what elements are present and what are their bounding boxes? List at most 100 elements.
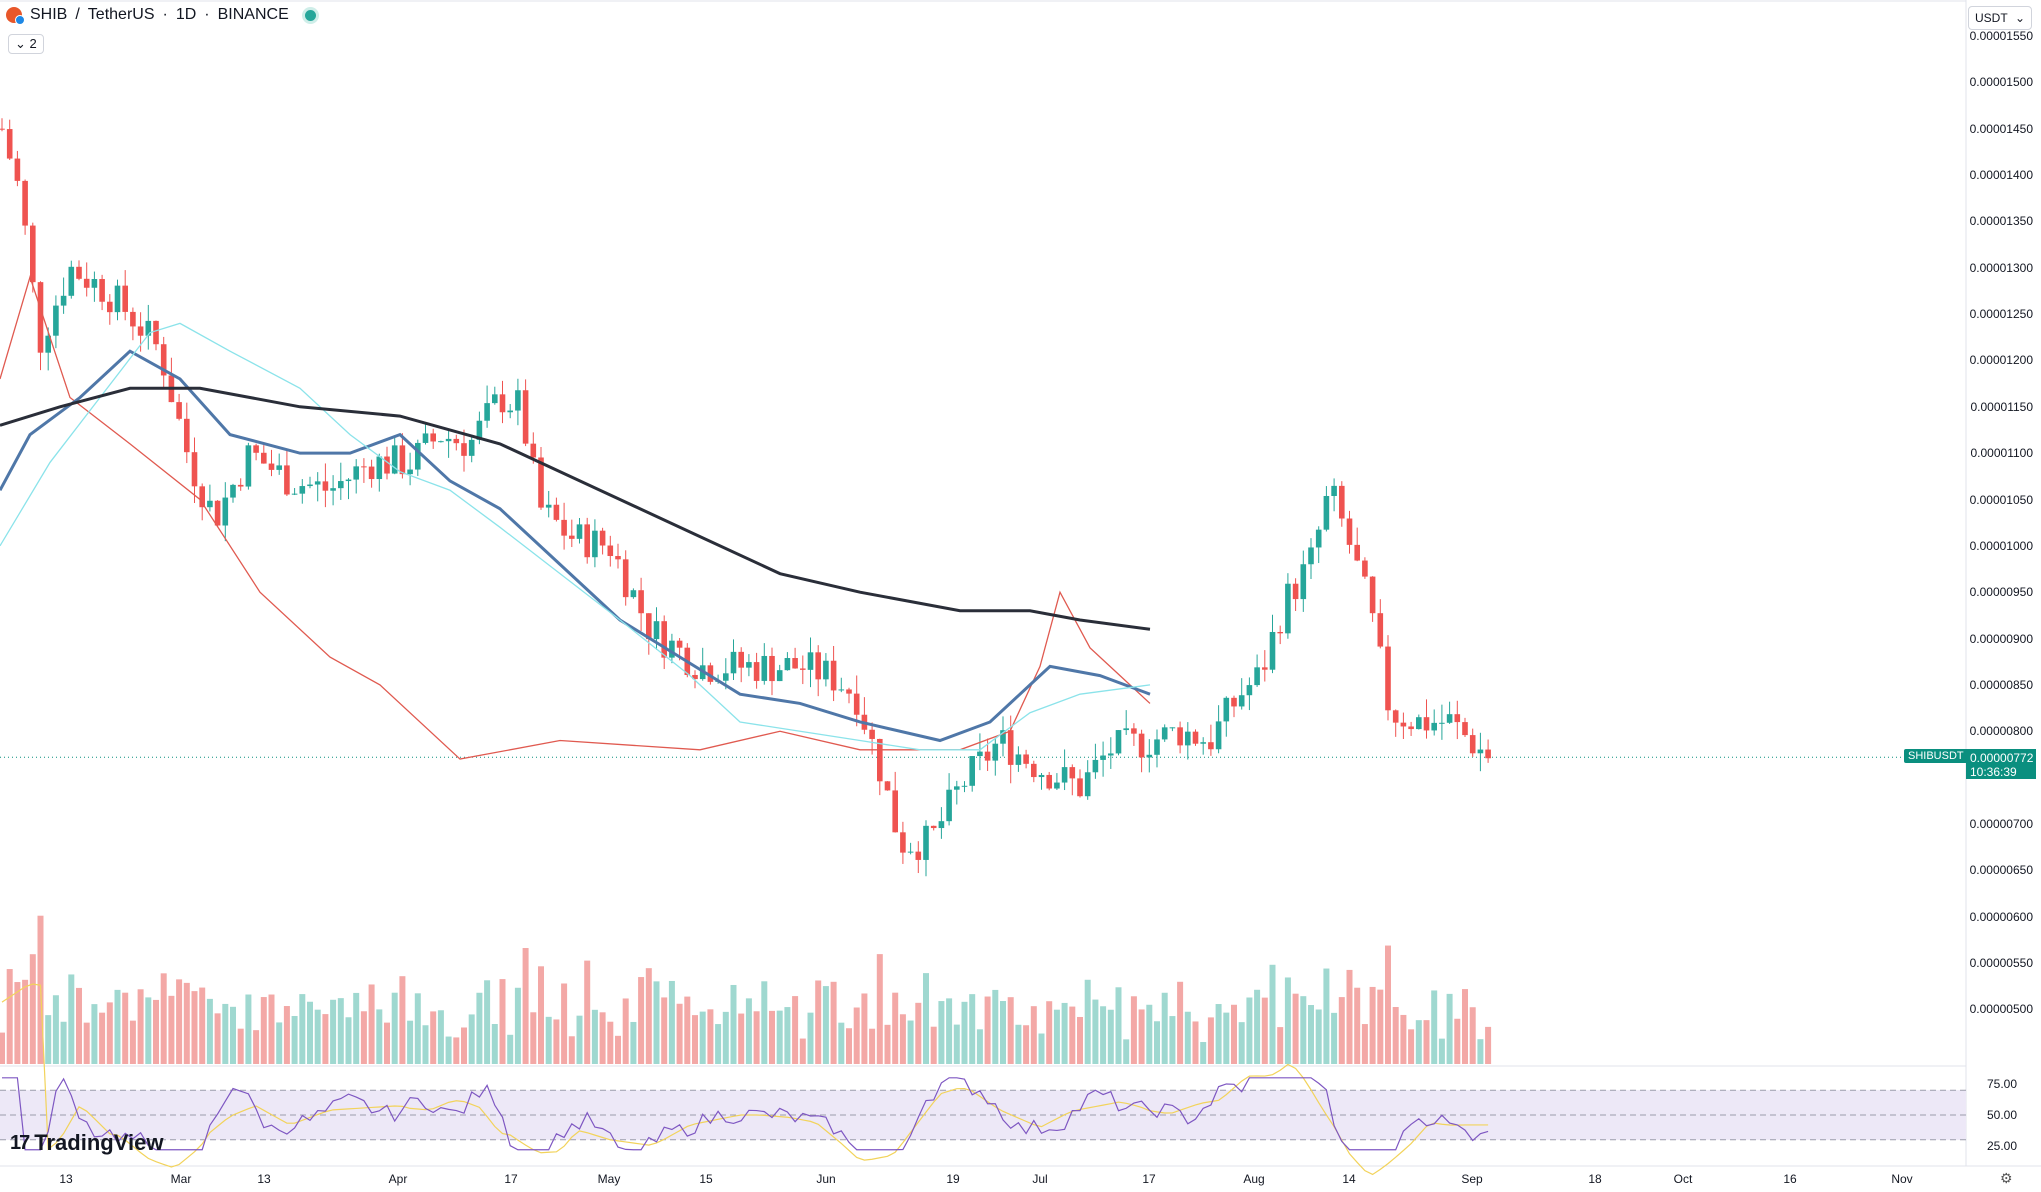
volume-bar [6, 969, 13, 1064]
volume-bar [168, 995, 175, 1064]
tradingview-logo[interactable]: 17 TradingView [10, 1130, 163, 1156]
price-tick-label: 0.00001300 [1969, 260, 2033, 275]
time-axis[interactable]: 13 Mar 13 Apr 17 May 15 Jun 19 Jul 17 Aug 14 Sep 18 Oct… [0, 1166, 2041, 1192]
candle-body [1408, 726, 1414, 730]
volume-bar [353, 992, 360, 1064]
volume-bar [14, 982, 21, 1064]
candle-body [230, 484, 236, 498]
candle-body [530, 443, 537, 458]
candle-body [207, 500, 213, 508]
volume-bar [1200, 1042, 1207, 1064]
candle-body [68, 266, 75, 296]
candle-body [946, 789, 952, 822]
volume-bar [391, 992, 398, 1064]
candle-body [245, 445, 252, 487]
gear-icon[interactable]: ⚙ [2000, 1170, 2013, 1186]
volume-bar [769, 1010, 775, 1064]
candle-body [184, 418, 190, 453]
candle-body [592, 530, 598, 558]
volume-bar [684, 996, 691, 1064]
exchange-label: BINANCE [217, 6, 289, 23]
quote-name: TetherUS [87, 6, 155, 23]
volume-bar [106, 1002, 113, 1064]
symbol-separator: / [75, 6, 80, 23]
candle-body [1262, 667, 1268, 670]
candle-body [1477, 749, 1484, 754]
volume-bar [1123, 1039, 1130, 1064]
candle-body [361, 466, 367, 468]
candle-body [1169, 727, 1176, 729]
candle-body [761, 655, 768, 681]
volume-bar [591, 1009, 598, 1064]
rsi-tick-label: 75.00 [1986, 1077, 2017, 1091]
moving-average-line [0, 322, 1151, 751]
price-tick-label: 0.00001450 [1969, 121, 2033, 136]
volume-bar [638, 977, 645, 1064]
volume-bar [753, 1011, 760, 1064]
price-tick-label: 0.00001000 [1969, 538, 2033, 553]
header-dot: · [162, 6, 168, 23]
indicators-count: 2 [29, 36, 37, 51]
volume-bar [1485, 1026, 1492, 1064]
candle-body [661, 621, 667, 658]
symbol-header[interactable]: SHIB / TetherUS · 1D · BINANCE [6, 6, 316, 25]
volume-bar [1354, 987, 1361, 1064]
symbol-badge: SHIBUSDT [1904, 749, 1968, 764]
volume-bar [692, 1015, 698, 1064]
volume-bar [1061, 1002, 1068, 1064]
volume-bar [1069, 1006, 1076, 1064]
volume-bar [199, 987, 206, 1064]
volume-bar [1284, 977, 1291, 1064]
volume-bar [661, 997, 668, 1064]
volume-bar [230, 1006, 236, 1064]
indicators-toggle[interactable]: ⌄ 2 [8, 34, 44, 54]
price-axis[interactable]: 0.00001550 0.00001500 0.00001450 0.00001400… [1966, 0, 2041, 1192]
candle-body [545, 504, 552, 508]
candle-body [569, 535, 575, 539]
currency-select[interactable]: USDT ⌄ [1968, 6, 2032, 30]
candle-body [1238, 695, 1245, 707]
candle-body [368, 466, 375, 480]
time-tick-label: Oct [1673, 1172, 1693, 1186]
volume-bar [291, 1015, 298, 1064]
price-tick-label: 0.00000900 [1969, 631, 2033, 646]
volume-bar [52, 995, 59, 1064]
candle-body [807, 652, 814, 670]
volume-bar [676, 1003, 683, 1064]
volume-bar [145, 997, 152, 1064]
candle-body [1146, 754, 1153, 758]
volume-bar [930, 1026, 937, 1064]
price-tick-label: 0.00000500 [1969, 1002, 2033, 1017]
candle-body [915, 851, 922, 860]
candle-body [322, 481, 329, 491]
candle-body [45, 335, 51, 353]
rsi-tick-label: 50.00 [1986, 1108, 2017, 1122]
candle-body [676, 640, 683, 648]
candle-body [1092, 759, 1099, 773]
volume-bar [60, 1021, 67, 1064]
volume-bar [1462, 989, 1468, 1064]
candle-body [53, 305, 59, 336]
volume-bar [222, 1003, 229, 1064]
candle-body [1200, 742, 1206, 744]
candle-body [1339, 485, 1345, 519]
candle-body [1423, 717, 1430, 731]
volume-bar [622, 998, 629, 1064]
volume-bar [807, 1012, 814, 1064]
candle-body [653, 621, 660, 640]
volume-bar [1315, 1009, 1322, 1064]
volume-bar [453, 1037, 460, 1064]
time-tick-label: 16 [1783, 1172, 1797, 1186]
candle-body [299, 486, 306, 494]
volume-bar [576, 1015, 583, 1064]
candle-body [122, 285, 128, 312]
candle-body [869, 729, 875, 739]
candle-body [461, 443, 467, 456]
candle-body [199, 486, 205, 508]
volume-bar [1361, 1024, 1368, 1064]
volume-bar [1154, 1021, 1160, 1064]
volume-bar [430, 1011, 437, 1064]
price-tick-label: 0.00001550 [1969, 29, 2033, 43]
volume-bar [360, 1011, 367, 1064]
